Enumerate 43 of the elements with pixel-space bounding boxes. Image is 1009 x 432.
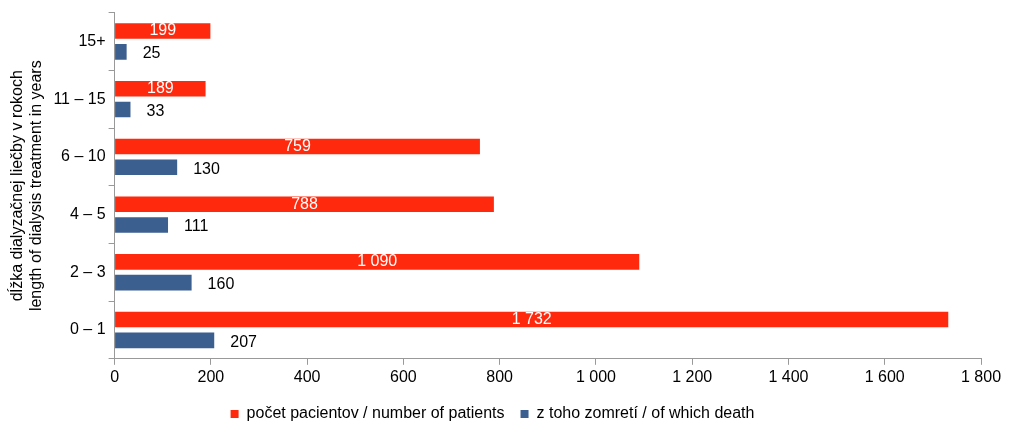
x-tick-label: 1 400 bbox=[768, 367, 809, 385]
data-label: 759 bbox=[284, 136, 311, 154]
y-tick-label: 15+ bbox=[78, 31, 106, 49]
data-label: 189 bbox=[146, 79, 174, 97]
data-label: 207 bbox=[230, 332, 258, 350]
x-tick-label: 800 bbox=[486, 367, 514, 385]
x-tick-label: 1 800 bbox=[960, 367, 1002, 385]
x-tick-label: 200 bbox=[197, 367, 225, 385]
bar bbox=[115, 159, 178, 176]
bar bbox=[115, 217, 169, 233]
bar bbox=[115, 196, 494, 212]
bar bbox=[115, 274, 192, 291]
bar bbox=[115, 44, 127, 60]
x-tick-label: 1 600 bbox=[864, 367, 905, 385]
y-tick-label: 4 – 5 bbox=[70, 204, 106, 222]
y-tick-label: 0 – 1 bbox=[70, 320, 106, 338]
bar bbox=[115, 311, 949, 328]
data-label: 25 bbox=[142, 44, 161, 62]
x-tick-label: 1 200 bbox=[672, 367, 713, 385]
x-tick-label: 1 000 bbox=[575, 367, 617, 385]
legend-label: z toho zomretí / of which death bbox=[536, 404, 755, 422]
data-label: 111 bbox=[184, 217, 209, 235]
bar bbox=[115, 332, 215, 349]
bar bbox=[115, 23, 211, 39]
data-label: 788 bbox=[291, 194, 318, 212]
data-label: 160 bbox=[207, 275, 235, 293]
y-tick-label: 11 – 15 bbox=[53, 89, 106, 107]
data-label: 1 090 bbox=[357, 252, 398, 270]
x-tick-label: 600 bbox=[390, 367, 417, 385]
y-tick-label: 6 – 10 bbox=[61, 147, 106, 165]
data-label: 33 bbox=[146, 101, 165, 119]
data-label: 130 bbox=[193, 159, 220, 177]
bar bbox=[115, 254, 640, 270]
x-tick-label: 0 bbox=[110, 367, 120, 385]
bar bbox=[115, 101, 131, 118]
x-tick-label: 400 bbox=[293, 367, 321, 385]
text: length of dialysis treatment in years bbox=[27, 60, 45, 312]
data-label: 199 bbox=[149, 21, 177, 39]
legend-label: počet pacientov / number of patients bbox=[246, 404, 505, 422]
text: dĺžka dialyzačnej liečby v rokoch bbox=[8, 70, 26, 302]
y-tick-label: 2 – 3 bbox=[70, 262, 106, 280]
data-label: 1 732 bbox=[511, 309, 552, 327]
bar bbox=[115, 138, 480, 155]
